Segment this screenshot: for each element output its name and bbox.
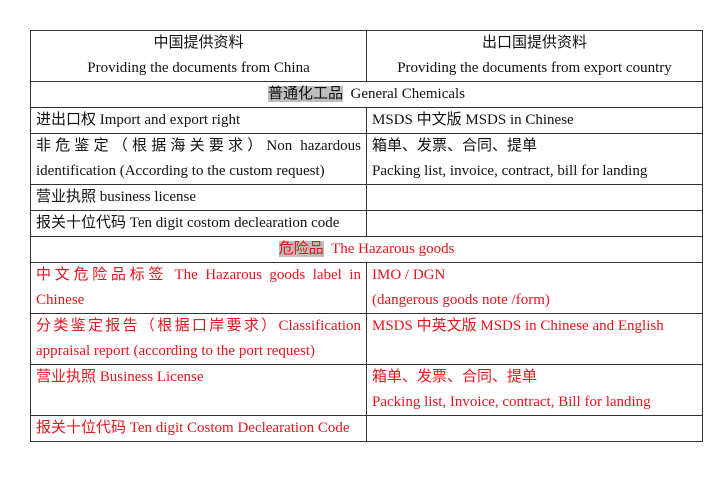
general-rows: 进出口权 Import and export right MSDS 中文版 MSD… <box>30 107 703 237</box>
section-general-cn: 普通化工品 <box>267 86 343 102</box>
left-cell: 中文危险品标签 The Hazarous goods label in Chin… <box>30 262 367 314</box>
table-row: 进出口权 Import and export right MSDS 中文版 MSD… <box>30 107 703 134</box>
section-hazardous-en: The Hazarous goods <box>331 241 455 257</box>
table-row: 非危鉴定（根据海关要求）Non hazardous identification… <box>30 133 703 185</box>
documents-table: 中国提供资料 Providing the documents from China… <box>30 30 703 442</box>
section-hazardous-cn: 危险品 <box>278 241 324 257</box>
table-row: 报关十位代码 Ten digit costom declearation cod… <box>30 210 703 237</box>
cell-text: (dangerous goods note /form) <box>372 292 550 308</box>
right-cell: IMO / DGN (dangerous goods note /form) <box>366 262 703 314</box>
cell-text: 箱单、发票、合同、提单 <box>372 369 538 385</box>
cell-text: Packing list, Invoice, contract, Bill fo… <box>372 394 651 410</box>
header-china: 中国提供资料 Providing the documents from China <box>30 30 367 82</box>
left-cell: 营业执照 Business License <box>30 364 367 416</box>
cell-text: 报关十位代码 Ten digit costom declearation cod… <box>36 215 340 231</box>
cell-text: IMO / DGN <box>372 267 446 283</box>
header-export: 出口国提供资料 Providing the documents from expo… <box>366 30 703 82</box>
header-china-cn: 中国提供资料 <box>153 35 244 51</box>
cell-text: 非危鉴定（根据海关要求）Non hazardous identification… <box>36 138 361 179</box>
section-hazardous: 危险品 The Hazarous goods <box>30 236 703 263</box>
left-cell: 报关十位代码 Ten digit costom declearation cod… <box>30 210 367 237</box>
section-general: 普通化工品 General Chemicals <box>30 81 703 108</box>
section-general-title: 普通化工品 General Chemicals <box>30 81 703 108</box>
right-cell <box>366 415 703 442</box>
left-cell: 报关十位代码 Ten digit Costom Declearation Cod… <box>30 415 367 442</box>
cell-text: 箱单、发票、合同、提单 <box>372 138 538 154</box>
table-row: 营业执照 Business License 箱单、发票、合同、提单 Packing … <box>30 364 703 416</box>
left-cell: 非危鉴定（根据海关要求）Non hazardous identification… <box>30 133 367 185</box>
header-export-en: Providing the documents from export coun… <box>397 60 672 76</box>
right-cell: MSDS 中英文版 MSDS in Chinese and English <box>366 313 703 365</box>
cell-text: 分类鉴定报告（根据口岸要求）Classification appraisal r… <box>36 318 361 359</box>
header-export-cn: 出口国提供资料 <box>481 35 587 51</box>
cell-text: 进出口权 Import and export right <box>36 112 241 128</box>
left-cell: 营业执照 business license <box>30 184 367 211</box>
right-cell: 箱单、发票、合同、提单 Packing list, invoice, contra… <box>366 133 703 185</box>
section-hazardous-title: 危险品 The Hazarous goods <box>30 236 703 263</box>
right-cell: MSDS 中文版 MSDS in Chinese <box>366 107 703 134</box>
table-row: 报关十位代码 Ten digit Costom Declearation Cod… <box>30 415 703 442</box>
cell-text: MSDS 中文版 MSDS in Chinese <box>372 112 574 128</box>
cell-text: 中文危险品标签 The Hazarous goods label in Chin… <box>36 267 361 308</box>
cell-text: 营业执照 Business License <box>36 369 204 385</box>
header-row: 中国提供资料 Providing the documents from China… <box>30 30 703 82</box>
cell-text: 报关十位代码 Ten digit Costom Declearation Cod… <box>36 420 350 436</box>
cell-text: MSDS 中英文版 MSDS in Chinese and English <box>372 318 664 334</box>
table-row: 分类鉴定报告（根据口岸要求）Classification appraisal r… <box>30 313 703 365</box>
right-cell: 箱单、发票、合同、提单 Packing list, Invoice, contra… <box>366 364 703 416</box>
left-cell: 分类鉴定报告（根据口岸要求）Classification appraisal r… <box>30 313 367 365</box>
header-china-en: Providing the documents from China <box>87 60 310 76</box>
table-row: 中文危险品标签 The Hazarous goods label in Chin… <box>30 262 703 314</box>
section-general-en: General Chemicals <box>350 86 466 102</box>
table-row: 营业执照 business license <box>30 184 703 211</box>
cell-text: Packing list, invoice, contract, bill fo… <box>372 163 648 179</box>
left-cell: 进出口权 Import and export right <box>30 107 367 134</box>
cell-text: 营业执照 business license <box>36 189 196 205</box>
right-cell <box>366 184 703 211</box>
hazardous-rows: 中文危险品标签 The Hazarous goods label in Chin… <box>30 262 703 442</box>
right-cell <box>366 210 703 237</box>
